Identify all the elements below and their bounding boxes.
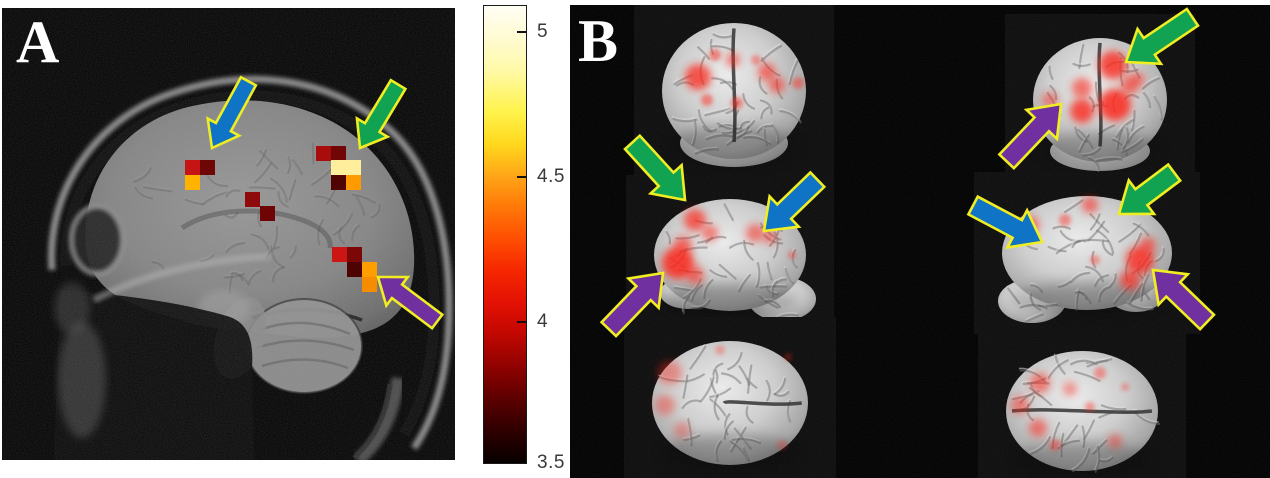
colorbar-tick-label: 4: [537, 311, 549, 332]
colorbar-gradient: [483, 5, 527, 464]
activation-voxel-layer: [185, 146, 377, 292]
sagittal-mri-canvas: [2, 8, 455, 460]
activation-voxel: [200, 160, 215, 175]
surface-renders-canvas: [570, 5, 1270, 478]
activation-voxel: [316, 146, 331, 161]
activation-voxel: [346, 175, 361, 190]
activation-voxel: [362, 277, 377, 292]
purple-arrow: [376, 275, 445, 331]
activation-voxel: [347, 262, 362, 277]
green-arrow-top-right: [1124, 7, 1200, 66]
activation-voxel: [331, 160, 361, 175]
panel-a: A: [2, 8, 455, 460]
panel-b: B: [570, 5, 1270, 478]
activation-voxel: [331, 146, 346, 161]
purple-arrow-mid-left: [599, 271, 665, 338]
activation-voxel: [331, 175, 346, 190]
colorbar-tick-label: 4.5: [537, 166, 565, 187]
activation-voxel: [362, 262, 377, 277]
activation-voxel: [332, 247, 347, 262]
activation-voxel: [260, 206, 275, 221]
green-arrow: [355, 78, 408, 150]
panel-b-label: B: [578, 8, 619, 74]
activation-voxel: [185, 175, 200, 190]
purple-arrow-mid-right: [1151, 268, 1216, 332]
mri-noise-overlay: [2, 8, 455, 460]
panel-a-label: A: [16, 9, 60, 75]
colorbar-tick-label: 3.5: [537, 452, 565, 473]
purple-arrow-top-right: [997, 102, 1063, 171]
blue-arrow-mid-left: [762, 170, 827, 233]
blue-arrow-mid-right: [966, 194, 1044, 250]
green-arrow-mid-left: [623, 133, 687, 202]
panel-b-arrow-layer: [599, 7, 1216, 338]
panel-a-arrow-layer: [206, 75, 445, 331]
activation-voxel: [185, 160, 200, 175]
colorbar-tick-label: 5: [537, 21, 549, 42]
green-arrow-mid-right: [1117, 162, 1183, 216]
renders-noise-overlay: [570, 5, 1270, 478]
blue-arrow: [206, 75, 258, 150]
activation-voxel: [245, 192, 260, 207]
activation-voxel: [347, 247, 362, 262]
